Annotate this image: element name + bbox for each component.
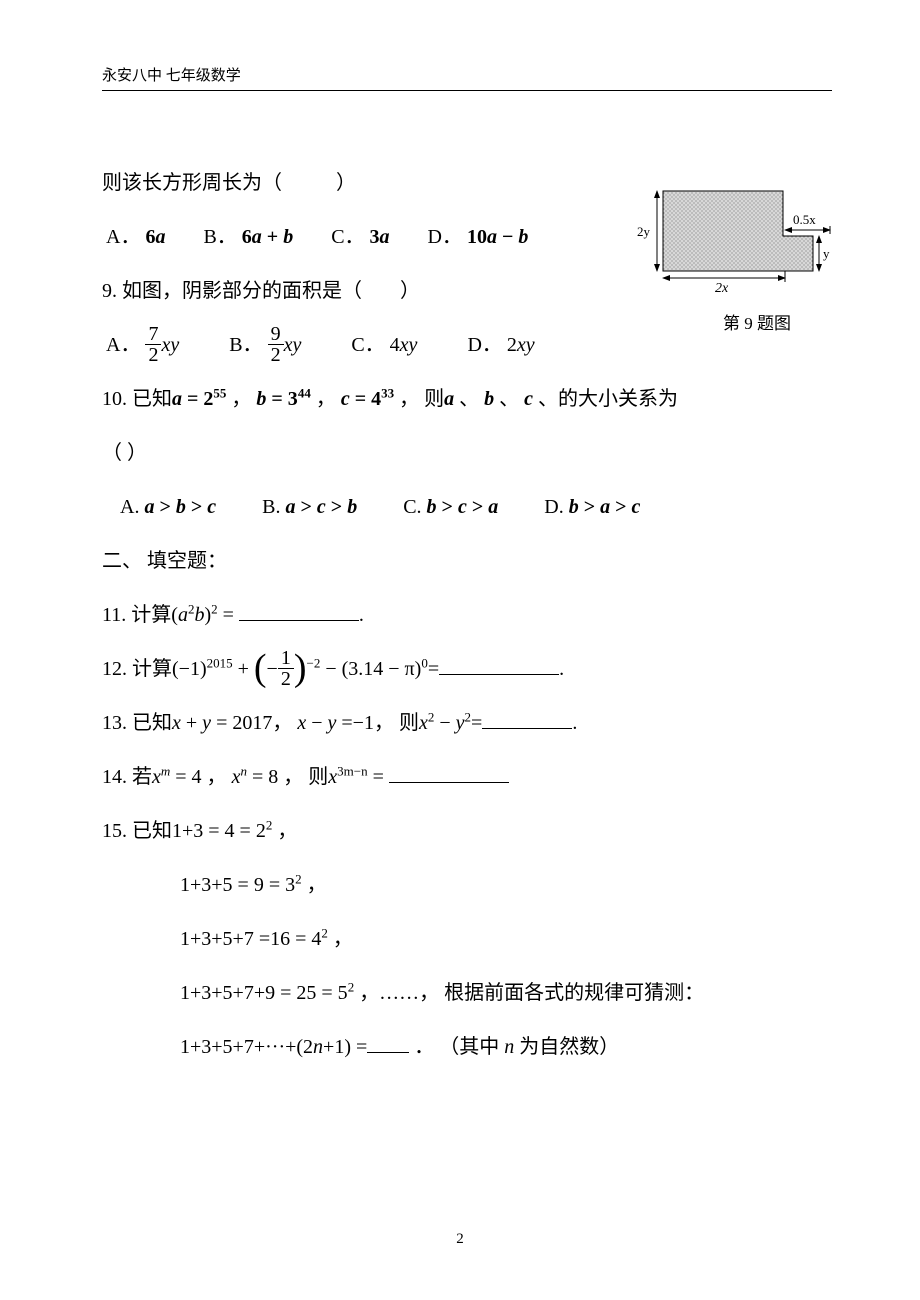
- q15-l3: 1+3+5+7 =16 = 42 ，: [180, 916, 825, 962]
- q13: 13. 已知x + y = 2017， x − y =−1， 则x2 − y2=…: [102, 700, 825, 746]
- q9-options: A． 72xy B． 92xy C． 4xy D． 2xy 第 9 题图: [102, 322, 825, 368]
- q8-opt-a: A． 6a: [106, 214, 165, 260]
- q12-blank: [439, 654, 559, 675]
- q15-blank: [367, 1032, 409, 1053]
- q14-blank: [389, 762, 509, 783]
- q9-stem: 9. 如图，阴影部分的面积是（ ）: [102, 268, 825, 314]
- q8-close: ）: [336, 172, 356, 194]
- q15-l4: 1+3+5+7+9 = 25 = 52 ，……， 根据前面各式的规律可猜测：: [180, 970, 825, 1016]
- q8-opt-c: C． 3a: [331, 214, 389, 260]
- q9-opt-b: B． 92xy: [229, 322, 301, 368]
- content-body: 则该长方形周长为（ ） A． 6a B． 6a + b C． 3a D． 10a …: [102, 160, 825, 1070]
- q10-opt-a: A. a > b > c: [120, 484, 216, 530]
- q14: 14. 若xm = 4 ， xn = 8 ， 则x3m−n =: [102, 754, 825, 800]
- q11-blank: [239, 600, 359, 621]
- q10-paren: （ ）: [102, 430, 825, 476]
- q9-opt-c: C． 4xy: [351, 322, 417, 368]
- q15-l2: 1+3+5 = 9 = 32 ，: [180, 862, 825, 908]
- q10-opt-c: C. b > c > a: [403, 484, 498, 530]
- q13-blank: [482, 708, 572, 729]
- q10-options: A. a > b > c B. a > c > b C. b > c > a D…: [102, 484, 825, 530]
- lbl-05x: 0.5x: [793, 212, 816, 227]
- q10-opt-b: B. a > c > b: [262, 484, 357, 530]
- q11: 11. 计算(a2b)2 = .: [102, 592, 825, 638]
- q15-l1: 15. 已知1+3 = 4 = 22 ，: [102, 808, 825, 854]
- q8-opt-d: D． 10a − b: [428, 214, 529, 260]
- q9-close: ）: [400, 280, 420, 302]
- section-fill: 二、 填空题：: [102, 538, 825, 584]
- header-rule: [102, 90, 832, 91]
- q9-opt-a: A． 72xy: [106, 322, 179, 368]
- q12: 12. 计算(−1)2015 + (−12)−2 − (3.14 − π)0=.: [102, 646, 825, 692]
- lbl-y: y: [823, 246, 830, 261]
- q9-opt-d: D． 2xy: [467, 322, 534, 368]
- q10-opt-d: D. b > a > c: [544, 484, 640, 530]
- page-number: 2: [456, 1231, 464, 1248]
- q10-stem: 10. 已知a = 255 ， b = 344 ， c = 433 ， 则a 、…: [102, 376, 825, 422]
- q8-options: A． 6a B． 6a + b C． 3a D． 10a − b: [102, 214, 825, 260]
- q9-caption: 第 9 题图: [723, 304, 791, 343]
- q9-text: 9. 如图，阴影部分的面积是（: [102, 280, 362, 302]
- q15-l5: 1+3+5+7+···+(2n+1) = ． （其中 n 为自然数）: [180, 1024, 825, 1070]
- q8-opt-b: B． 6a + b: [203, 214, 293, 260]
- q8-text: 则该长方形周长为（: [102, 172, 282, 194]
- lbl-2y: 2y: [637, 224, 651, 239]
- page-header: 永安八中 七年级数学: [102, 64, 241, 85]
